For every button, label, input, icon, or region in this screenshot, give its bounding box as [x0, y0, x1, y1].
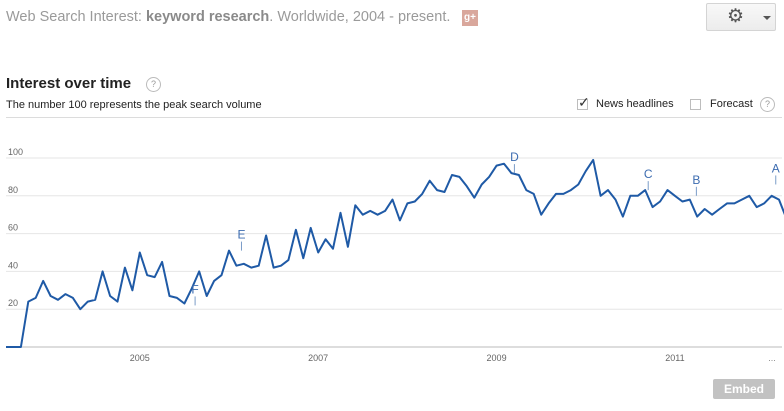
x-tick-label: 2009: [487, 353, 507, 363]
news-headlines-checkbox[interactable]: ✓: [577, 95, 590, 110]
news-headlines-label: News headlines: [596, 98, 674, 110]
annotation-label-d: D: [510, 150, 519, 164]
annotation-label-c: C: [644, 167, 653, 181]
x-tick-label: 2007: [308, 353, 328, 363]
gear-icon: ⚙: [727, 6, 745, 27]
header-prefix: Web Search Interest:: [6, 9, 146, 25]
help-icon[interactable]: ?: [146, 77, 161, 92]
y-tick-label: 80: [8, 185, 18, 195]
google-plus-icon[interactable]: g+: [462, 10, 478, 26]
checkmark-icon: ✓: [578, 94, 590, 110]
y-tick-label: 60: [8, 223, 18, 233]
settings-button[interactable]: ⚙: [706, 3, 776, 31]
y-tick-label: 20: [8, 298, 18, 308]
embed-button[interactable]: Embed: [713, 379, 775, 399]
chevron-down-icon: [763, 16, 771, 20]
more-ellipsis: ...: [768, 353, 776, 363]
annotation-label-f: F: [191, 282, 198, 296]
annotation-label-a: A: [772, 161, 780, 175]
header-suffix: . Worldwide, 2004 - present.: [269, 9, 451, 25]
section-title: Interest over time: [6, 75, 132, 92]
forecast-label: Forecast: [710, 98, 753, 110]
forecast-help-icon[interactable]: ?: [760, 97, 775, 112]
section-subtitle: The number 100 represents the peak searc…: [6, 99, 262, 111]
header-divider: [6, 117, 782, 118]
series-line: [6, 158, 784, 348]
x-tick-label: 2011: [665, 353, 684, 363]
header-keyword: keyword research: [145, 9, 270, 25]
y-tick-label: 100: [8, 147, 23, 157]
interest-over-time-chart: 20 40 60 80 100 2005 2007 2009 2011 ... F E D C B A: [6, 147, 784, 363]
annotation-label-e: E: [237, 228, 245, 242]
page-header: Web Search Interest: keyword research. W…: [6, 9, 450, 25]
y-tick-label: 40: [8, 260, 18, 270]
forecast-checkbox[interactable]: [690, 99, 701, 110]
x-tick-label: 2005: [130, 353, 150, 363]
annotation-label-b: B: [692, 173, 700, 187]
